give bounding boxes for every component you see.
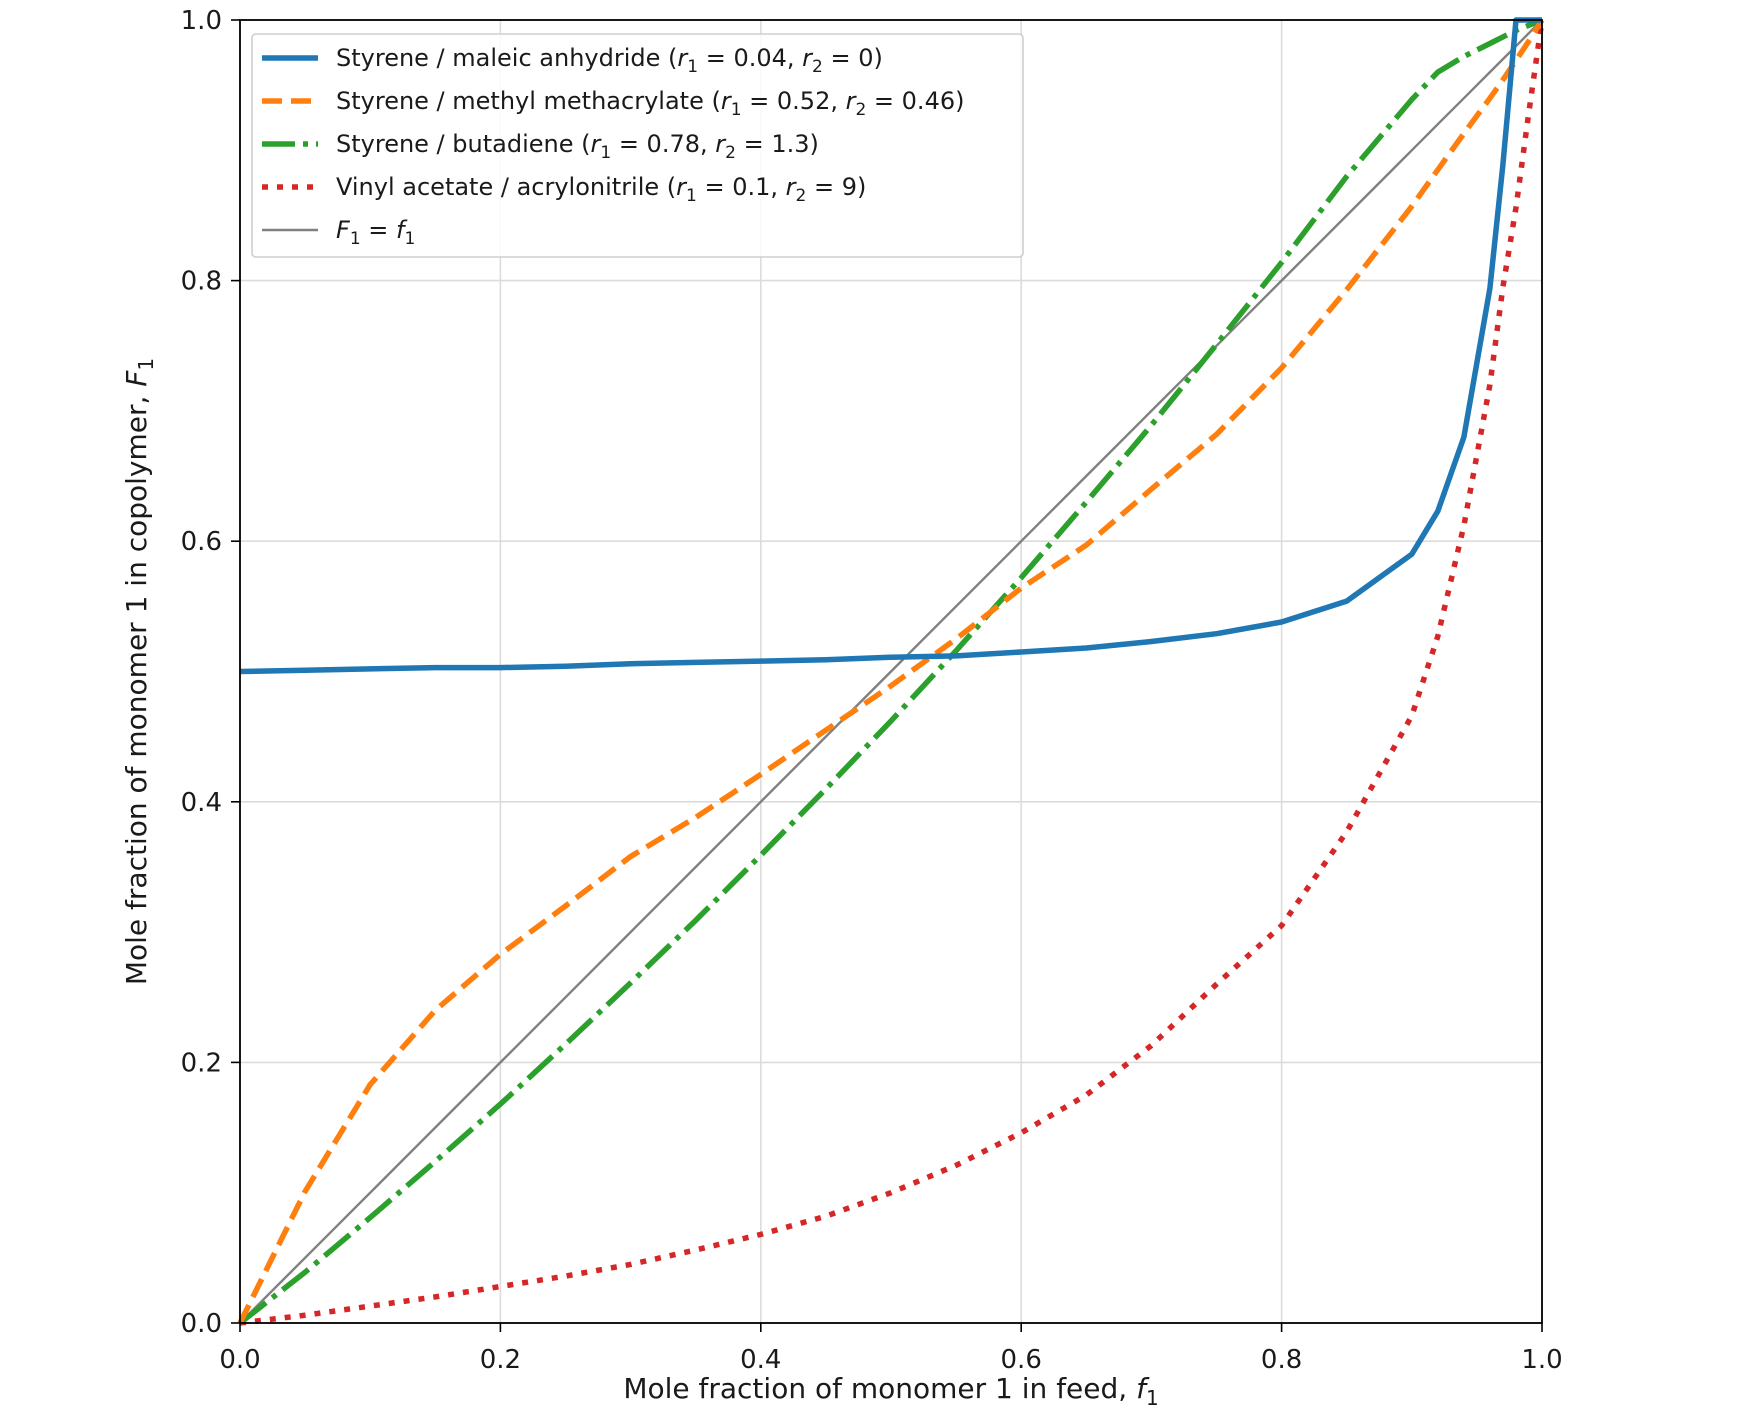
x-tick-label: 0.4	[740, 1345, 781, 1375]
legend-label-2: Styrene / butadiene (r1 = 0.78, r2 = 1.3…	[336, 130, 819, 163]
legend-box	[251, 33, 1024, 258]
y-axis-title: Mole fraction of monomer 1 in copolymer,…	[120, 358, 158, 985]
y-tick-label: 0.4	[181, 788, 222, 818]
x-tick-label: 0.8	[1261, 1345, 1302, 1375]
series-line-0	[239, 17, 1542, 675]
axis-ticks: 0.0 0.2 0.4 0.6 0.8 1.0 0.0 0.2 0.4 0.6 0.8 1.0	[181, 6, 1563, 1375]
legend-label-3: Vinyl acetate / acrylonitrile (r1 = 0.1,…	[336, 173, 866, 206]
y-tick-label: 0.8	[181, 267, 222, 297]
legend: Styrene / maleic anhydride (r1 = 0.04, r…	[251, 33, 1024, 258]
axis-titles: Mole fraction of monomer 1 in feed, f1 Mo…	[120, 358, 1159, 1410]
series-lines	[237, 17, 1545, 1326]
x-tick-label: 0.6	[1001, 1345, 1042, 1375]
x-tick-label: 0.0	[219, 1345, 260, 1375]
y-tick-label: 0.0	[181, 1309, 222, 1339]
plot-frame	[239, 19, 1543, 1324]
series-line-2	[238, 17, 1544, 1326]
y-tick-label: 0.6	[181, 527, 222, 557]
series-line-4	[239, 19, 1543, 1324]
x-tick-label: 0.2	[480, 1345, 521, 1375]
legend-label-0: Styrene / maleic anhydride (r1 = 0.04, r…	[336, 44, 883, 77]
x-tick-label: 1.0	[1521, 1345, 1562, 1375]
x-axis-title: Mole fraction of monomer 1 in feed, f1	[623, 1372, 1158, 1408]
y-tick-label: 1.0	[181, 6, 222, 36]
series-line-1	[237, 18, 1545, 1325]
legend-label-1: Styrene / methyl methacrylate (r1 = 0.52…	[336, 87, 964, 120]
y-tick-label: 0.2	[181, 1048, 222, 1078]
